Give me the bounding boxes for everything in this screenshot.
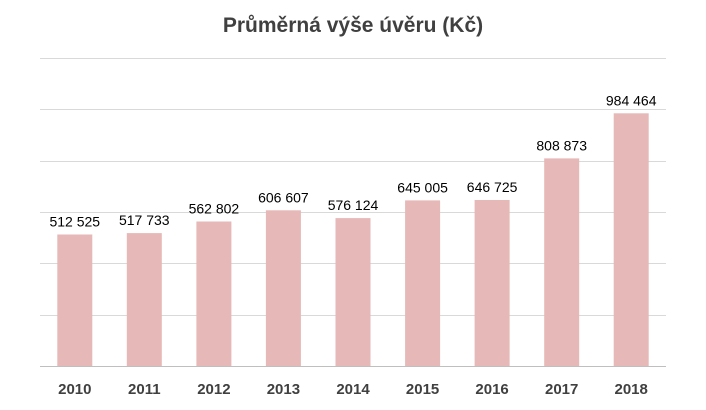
- data-label-2011: 517 733: [119, 212, 170, 228]
- bar-2012: [196, 221, 232, 366]
- bar-2010: [57, 234, 93, 366]
- x-tick-label-2011: 2011: [128, 381, 161, 398]
- bar-2016: [474, 200, 510, 366]
- data-label-2018: 984 464: [606, 92, 657, 108]
- bar-2011: [126, 233, 162, 366]
- bar-2015: [405, 200, 441, 366]
- x-tick-label-2010: 2010: [58, 381, 91, 398]
- data-label-2012: 562 802: [189, 201, 240, 217]
- bars: [57, 113, 649, 366]
- data-label-2015: 645 005: [397, 179, 448, 195]
- data-labels: 512 525 517 733 562 802 606 607 576 124 645 0…: [49, 92, 656, 229]
- bar-2017: [544, 158, 580, 366]
- x-tick-label-2013: 2013: [267, 381, 300, 398]
- bar-2014: [335, 218, 371, 366]
- x-tick-label-2014: 2014: [336, 381, 370, 398]
- x-tick-label-2012: 2012: [197, 381, 230, 398]
- bar-2013: [265, 210, 301, 366]
- data-label-2010: 512 525: [49, 214, 100, 230]
- data-label-2017: 808 873: [536, 137, 587, 153]
- x-tick-label-2018: 2018: [615, 381, 648, 398]
- data-label-2014: 576 124: [328, 197, 379, 213]
- data-label-2016: 646 725: [467, 179, 518, 195]
- x-tick-label-2015: 2015: [406, 381, 439, 398]
- x-tick-label-2016: 2016: [475, 381, 508, 398]
- x-tick-label-2017: 2017: [545, 381, 578, 398]
- data-label-2013: 606 607: [258, 189, 309, 205]
- x-tick-labels: 2010 2011 2012 2013 2014 2015 2016 2017 2018: [58, 381, 648, 398]
- bar-2018: [613, 113, 649, 366]
- chart-title: Průměrná výše úvěru (Kč): [222, 14, 484, 37]
